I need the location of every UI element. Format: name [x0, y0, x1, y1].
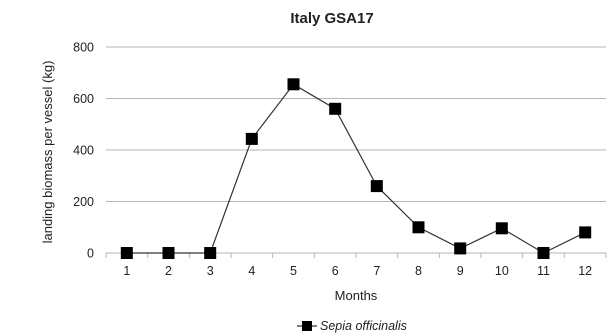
x-tick-label-5: 5: [290, 264, 297, 278]
data-point-month-11: [537, 247, 550, 259]
x-tick-label-3: 3: [207, 264, 214, 278]
x-tick-label-9: 9: [457, 264, 464, 278]
x-tick-label-6: 6: [332, 264, 339, 278]
y-axis-label: landing biomass per vessel (kg): [40, 61, 55, 244]
y-tick-label-200: 200: [73, 195, 94, 209]
data-point-month-5: [287, 78, 300, 91]
x-tick-label-1: 1: [123, 264, 130, 278]
data-point-month-1: [120, 247, 133, 259]
x-tick-label-4: 4: [248, 264, 255, 278]
legend-label-sepia-officinalis: Sepia officinalis: [320, 319, 407, 333]
x-tick-label-2: 2: [165, 264, 172, 278]
x-tick-label-7: 7: [373, 264, 380, 278]
y-tick-label-600: 600: [73, 92, 94, 106]
grid-lines: [106, 46, 606, 202]
y-tick-label-400: 400: [73, 144, 94, 158]
y-axis-ticks: 0 200 400 600 800: [73, 41, 94, 261]
data-point-month-7: [370, 180, 383, 193]
x-axis-label: Months: [335, 288, 378, 303]
x-tick-label-11: 11: [537, 264, 550, 278]
x-tick-label-8: 8: [415, 264, 422, 278]
x-tick-label-10: 10: [495, 264, 509, 278]
x-tick-label-12: 12: [578, 264, 592, 278]
data-point-month-2: [162, 247, 175, 259]
chart-title: Italy GSA17: [290, 10, 373, 27]
data-point-month-3: [204, 247, 217, 259]
legend-marker: [302, 321, 312, 331]
data-point-month-6: [329, 102, 342, 115]
x-axis-ticks: 1 2 3 4 5 6 7 8 9 10 11 12: [105, 253, 607, 278]
data-point-month-9: [454, 242, 467, 255]
data-point-month-8: [412, 221, 425, 234]
data-point-month-10: [495, 222, 508, 235]
legend: Sepia officinalis: [297, 319, 407, 333]
series-line-sepia-officinalis: [126, 83, 586, 254]
data-points: [120, 78, 592, 259]
data-point-month-12: [579, 226, 592, 239]
y-tick-label-800: 800: [73, 41, 94, 55]
data-point-month-4: [245, 132, 258, 145]
y-tick-label-0: 0: [87, 247, 94, 261]
